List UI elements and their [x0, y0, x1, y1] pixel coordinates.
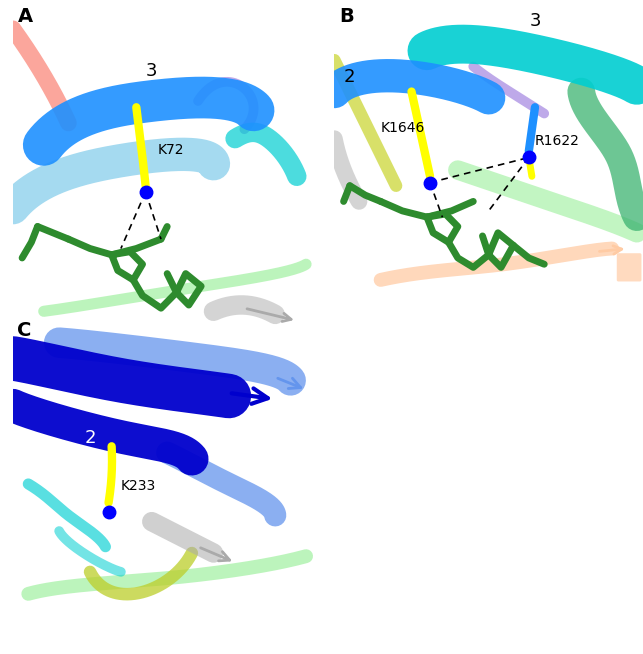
Text: 2: 2	[84, 429, 96, 447]
FancyBboxPatch shape	[617, 253, 642, 281]
Text: 3: 3	[529, 12, 541, 29]
Text: C: C	[17, 321, 32, 341]
Text: K1646: K1646	[381, 122, 425, 135]
Text: B: B	[339, 7, 354, 27]
Text: 2: 2	[344, 68, 356, 86]
Text: K72: K72	[158, 143, 185, 158]
Text: A: A	[17, 7, 33, 27]
Text: 3: 3	[146, 62, 158, 80]
Text: R1622: R1622	[535, 134, 580, 148]
Text: K233: K233	[121, 479, 156, 493]
